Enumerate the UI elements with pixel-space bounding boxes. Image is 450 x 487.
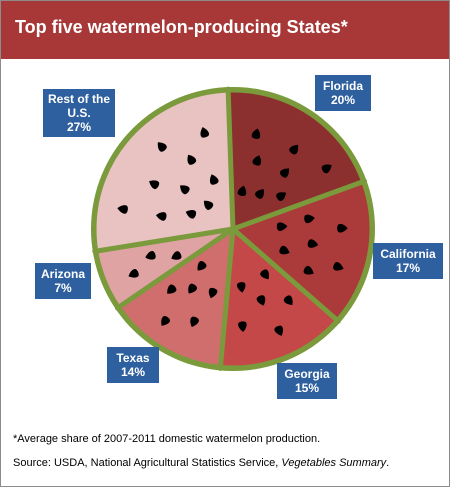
seed-mark: [251, 128, 261, 139]
pie-slice-california: [233, 182, 371, 320]
seed-mark: [236, 282, 246, 293]
seed-mark: [274, 325, 284, 336]
label-box-georgia: [277, 363, 337, 399]
seed-mark: [252, 155, 262, 166]
slice-value-rest-of-the-u-s: 27%: [67, 120, 91, 134]
pie-slice-arizona: [97, 229, 233, 307]
seed-mark: [128, 268, 139, 278]
seed-mark: [276, 222, 288, 231]
seed-mark: [180, 185, 190, 195]
source-prefix: Source: USDA, National Agricultural Stat…: [13, 457, 282, 469]
seed-mark: [197, 260, 207, 271]
label-box-arizona: [35, 263, 91, 299]
source-suffix: .: [386, 457, 390, 469]
seed-mark: [283, 295, 293, 306]
seed-mark: [185, 210, 197, 219]
slice-name-rest-of-the-u-s: Rest of the: [48, 92, 110, 106]
slice-value-florida: 20%: [331, 93, 355, 107]
slice-divider: [230, 226, 341, 324]
seed-mark: [171, 251, 182, 260]
slice-divider: [114, 226, 236, 311]
label-box-rest-of-the-u-s: [43, 89, 115, 137]
seed-mark: [279, 245, 290, 255]
slice-value-texas: 14%: [121, 365, 145, 379]
seed-mark: [155, 212, 167, 221]
footnote: *Average share of 2007-2011 domestic wat…: [13, 433, 321, 445]
seed-mark: [307, 239, 319, 248]
seed-mark: [260, 269, 269, 280]
seed-mark: [203, 200, 214, 210]
slice-divider: [92, 226, 236, 254]
label-box-florida: [315, 75, 371, 111]
label-box-california: [373, 243, 443, 279]
slice-name-rest-of-the-u-s: U.S.: [67, 106, 90, 120]
seed-mark: [238, 321, 247, 332]
seed-mark: [190, 316, 199, 327]
seed-mark: [279, 168, 289, 178]
seed-mark: [208, 287, 218, 299]
seed-mark: [209, 174, 219, 185]
source-note: Source: USDA, National Agricultural Stat…: [13, 457, 389, 469]
seed-mark: [145, 251, 156, 260]
seed-mark: [117, 205, 128, 214]
slice-name-florida: Florida: [323, 79, 363, 93]
seed-mark: [157, 142, 167, 152]
slice-value-georgia: 15%: [295, 381, 319, 395]
source-publication: Vegetables Summary: [281, 457, 387, 469]
seed-mark: [289, 144, 299, 155]
seed-mark: [255, 189, 264, 199]
slice-value-arizona: 7%: [54, 281, 72, 295]
slice-name-texas: Texas: [116, 351, 149, 365]
slice-name-georgia: Georgia: [284, 367, 330, 381]
slice-divider: [225, 86, 236, 232]
pie-outline: [91, 87, 375, 371]
seed-mark: [188, 283, 198, 294]
slice-value-california: 17%: [396, 261, 420, 275]
seed-mark: [149, 180, 160, 190]
pie-slice-rest-of-the-u-s: [95, 92, 233, 251]
seed-mark: [167, 284, 177, 294]
seed-mark: [237, 185, 247, 197]
seed-mark: [303, 265, 314, 275]
slice-divider: [217, 226, 236, 371]
slice-name-arizona: Arizona: [41, 267, 85, 281]
slice-divider: [230, 178, 368, 232]
label-box-texas: [107, 347, 159, 383]
seed-mark: [333, 261, 344, 271]
seed-mark: [161, 315, 171, 326]
seed-mark: [321, 164, 332, 174]
chart-title: Top five watermelon-producing States*: [15, 17, 348, 37]
seed-mark: [276, 192, 287, 202]
title-bar: Top five watermelon-producing States*: [1, 1, 449, 59]
slice-name-california: California: [380, 247, 436, 261]
seed-mark: [200, 127, 210, 138]
pie-slice-georgia: [220, 229, 337, 367]
seed-mark: [256, 295, 266, 306]
seed-mark: [187, 154, 197, 165]
seed-mark: [337, 223, 348, 233]
seed-mark: [304, 214, 315, 224]
